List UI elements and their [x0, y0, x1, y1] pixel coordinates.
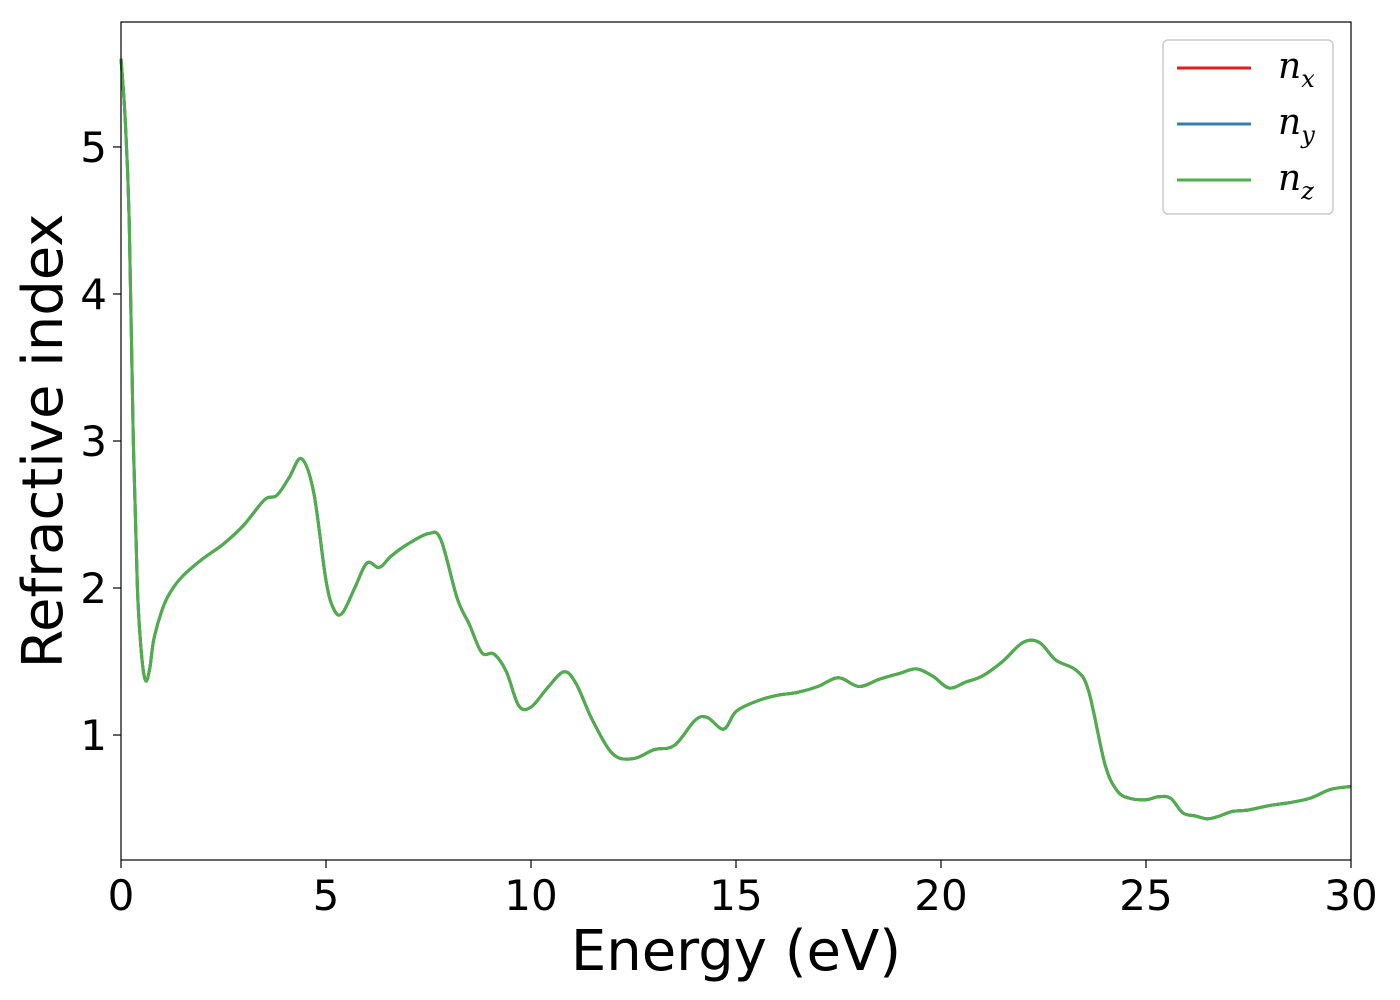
x-tick-label: 30	[1324, 871, 1377, 920]
x-axis-ticks: 0 5 10 15 20 25 30	[108, 860, 1378, 920]
legend-label-subscript: z	[1300, 177, 1314, 205]
series-line-nz	[119, 58, 1352, 821]
x-tick-label: 15	[709, 871, 762, 920]
y-tick-label: 5	[80, 123, 107, 172]
legend-label-base: n	[1278, 158, 1301, 199]
x-tick-label: 20	[914, 871, 967, 920]
x-tick-label: 10	[504, 871, 557, 920]
x-tick-label: 5	[313, 871, 340, 920]
legend-frame	[1162, 39, 1334, 215]
legend-label: nx	[1278, 46, 1315, 93]
y-tick-label: 2	[80, 564, 107, 613]
legend-label-base: n	[1278, 102, 1301, 143]
series-layer	[119, 58, 1352, 821]
x-tick-label: 25	[1119, 871, 1172, 920]
y-axis-title: Refractive index	[11, 214, 76, 669]
legend-label-subscript: y	[1300, 121, 1315, 149]
y-tick-label: 4	[80, 270, 107, 319]
y-axis-ticks: 1 2 3 4 5	[80, 123, 121, 760]
legend-label: ny	[1278, 102, 1315, 149]
x-tick-label: 0	[108, 871, 135, 920]
y-tick-label: 3	[80, 417, 107, 466]
legend-label-base: n	[1278, 46, 1301, 87]
x-axis-title: Energy (eV)	[571, 919, 901, 984]
legend-label: nz	[1278, 158, 1314, 205]
legend-label-subscript: x	[1301, 65, 1315, 93]
y-tick-label: 1	[80, 711, 107, 760]
